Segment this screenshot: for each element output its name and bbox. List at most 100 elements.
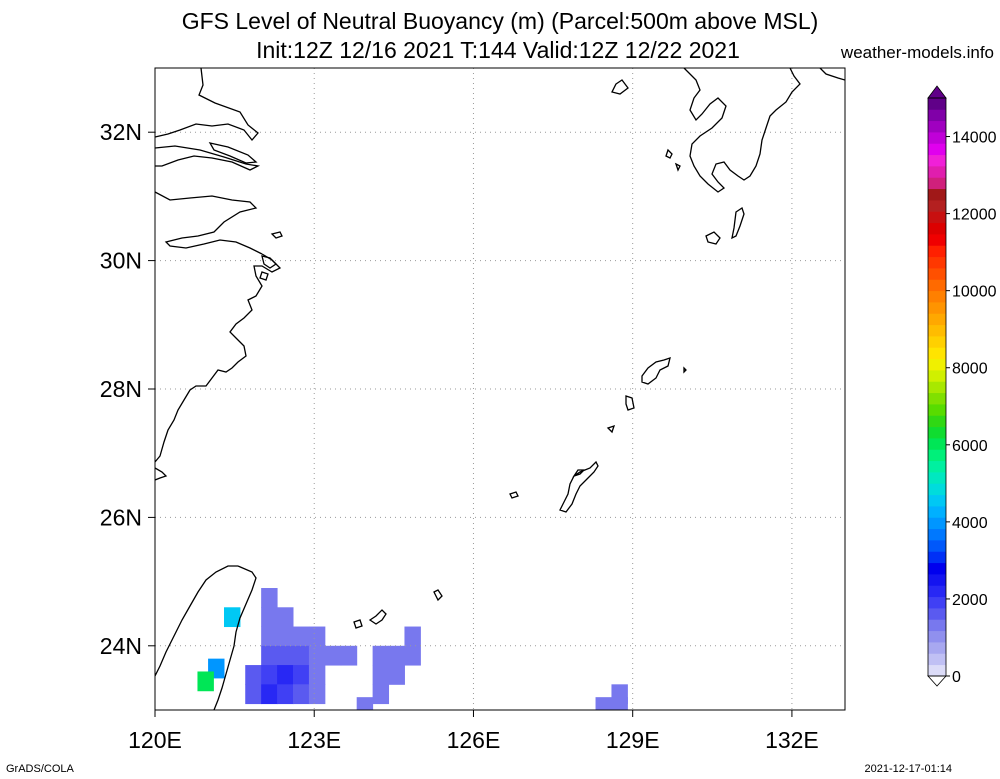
zhoushan-islands [259,231,283,281]
colorbar-segment [928,404,946,416]
data-cell [356,697,374,710]
lat-tick-label: 30N [100,248,142,274]
yakushima-island [705,231,721,245]
colorbar-label: 0 [952,669,961,686]
hangzhou-bay [155,253,282,463]
colorbar-segment [928,177,946,190]
data-cells [197,588,628,710]
colorbar-segment [928,313,946,326]
colorbar-label: 14000 [952,130,997,147]
map-subtitle: Init:12Z 12/16 2021 T:144 Valid:12Z 12/2… [256,37,740,63]
colorbar-segment [928,222,946,235]
data-cell [372,645,390,666]
data-cell [308,684,326,705]
data-cell [245,684,262,705]
fujian-coast [155,467,168,481]
colorbar-segment [928,200,946,212]
colorbar-segment [928,290,946,303]
colorbar-label: 8000 [952,361,988,378]
map-title: GFS Level of Neutral Buoyancy (m) (Parce… [181,8,819,34]
colorbar-segment [928,143,946,156]
colorbar-segment [928,585,946,598]
amami-island [641,357,687,385]
data-cell [372,684,390,705]
colorbar-segment [928,540,946,552]
taiwan-coastline [155,565,257,710]
colorbar-segment [928,664,946,677]
data-cell [293,645,310,666]
colorbar: 0 2000 4000 6000 8000 10000 12000 14000 [927,85,997,687]
data-cell [277,607,294,628]
goto-islands [611,79,681,172]
coastlines [155,68,845,710]
colorbar-segment [928,211,946,224]
lat-tick-label: 28N [100,376,142,402]
yangtze-north-bank [155,145,261,171]
data-cell [261,588,278,608]
colorbar-segment [928,551,946,564]
colorbar-segment [928,506,946,518]
colorbar-segment [928,608,946,620]
data-cell [293,665,310,685]
data-cell [277,684,294,705]
data-cell [277,645,294,666]
data-cell [611,697,628,710]
data-cell [277,626,294,647]
tokunoshima-island [625,395,635,411]
colorbar-segment [928,460,946,473]
data-cell [308,626,326,647]
data-cell [261,684,278,705]
colorbar-segment [928,528,946,541]
data-cell [388,645,405,666]
colorbar-segment [928,562,946,575]
chongming-island [208,142,258,164]
colorbar-segment [928,483,946,496]
colorbar-label: 4000 [952,515,988,532]
data-cell [308,665,326,685]
lon-tick-label: 123E [287,727,341,753]
colorbar-segment [928,245,946,258]
data-cell [197,671,214,692]
colorbar-frame [927,97,947,677]
colorbar-segment [928,256,946,269]
axes: 120E 123E 126E 129E 132E 24N 26N 28N 30N 32N [100,119,819,753]
colorbar-segment [928,166,946,178]
data-cell [293,684,310,705]
colorbar-segment [928,132,946,144]
data-cell [595,697,612,710]
colorbar-segment [928,98,946,110]
data-cell [388,665,405,685]
colorbar-label: 10000 [952,284,997,301]
data-cell [324,645,342,666]
colorbar-segment [928,234,946,246]
data-cell [261,645,278,666]
colorbar-max-arrow [927,85,947,99]
tanegashima-island [731,206,745,240]
colorbar-segment [928,154,946,167]
colorbar-segment [928,392,946,405]
data-cell [404,626,421,647]
lon-tick-label: 120E [128,727,182,753]
colorbar-segment [928,188,946,201]
lon-tick-label: 132E [765,727,819,753]
colorbar-segment [928,449,946,462]
colorbar-label: 2000 [952,592,988,609]
colorbar-segment [928,324,946,337]
colorbar-segment [928,302,946,314]
colorbar-segment [928,336,946,348]
data-cell [404,645,421,666]
colorbar-segment [928,596,946,609]
colorbar-segment [928,268,946,280]
data-cell [261,626,278,647]
site-watermark: weather-models.info [840,43,994,62]
okinawa-island [559,460,599,513]
colorbar-segment [928,109,946,122]
ishigaki-island [353,609,387,629]
data-cell [261,607,278,628]
colorbar-segment [928,426,946,439]
kyushu-coastline [683,68,845,193]
colorbar-segment [928,279,946,292]
colorbar-segment [928,120,946,133]
data-cell [308,645,326,666]
